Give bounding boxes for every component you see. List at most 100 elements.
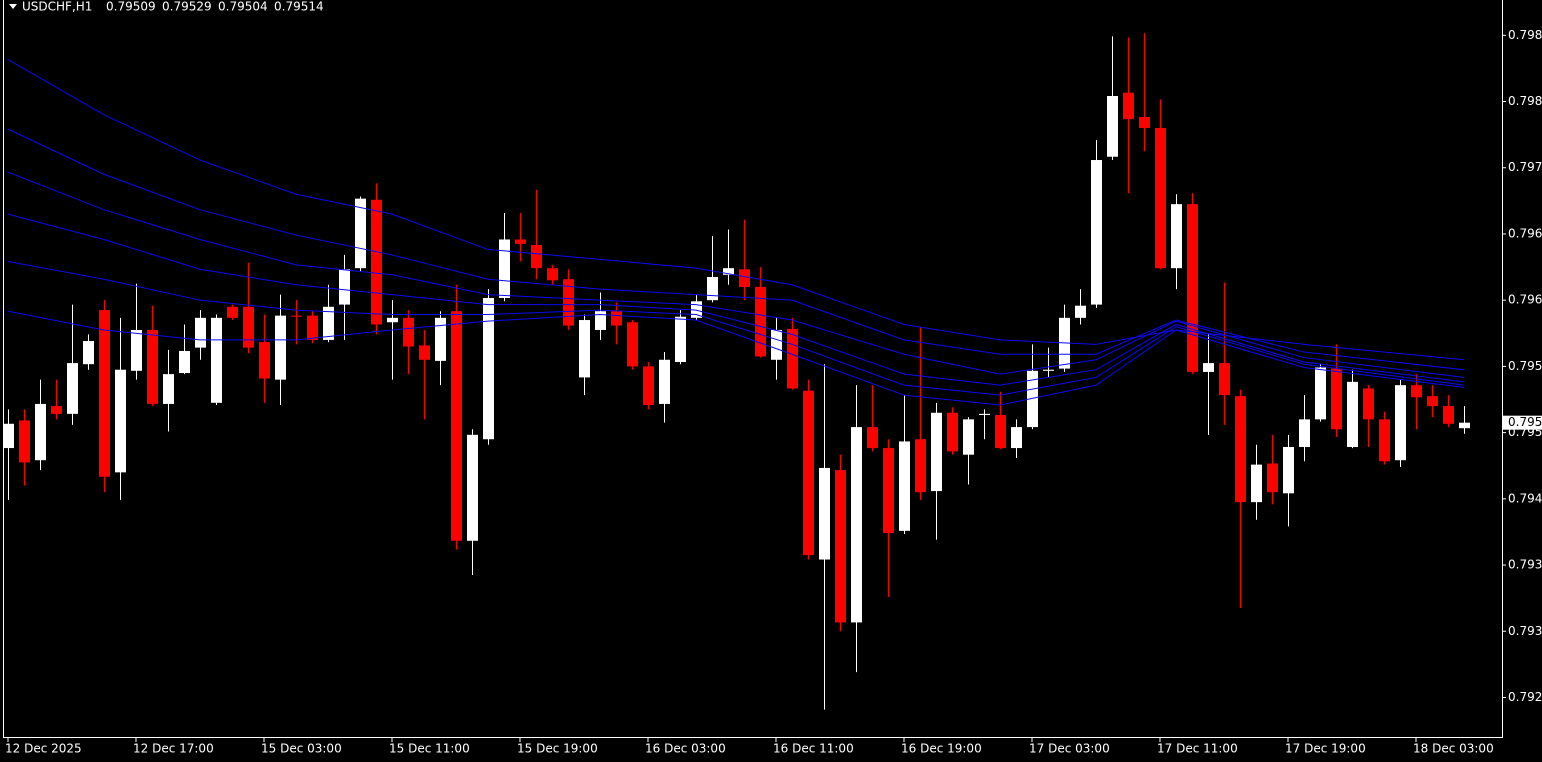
candle-body (643, 366, 654, 406)
x-tick-label: 18 Dec 03:00 (1413, 742, 1494, 756)
candle-body (1395, 385, 1406, 461)
candle-body (467, 434, 478, 541)
candle-body (691, 301, 702, 318)
x-tick-label: 17 Dec 03:00 (1029, 742, 1110, 756)
y-tick-label: 0.797 (1508, 160, 1542, 174)
menu-triangle[interactable] (9, 4, 17, 9)
candle-body (979, 413, 990, 415)
candle-body (1187, 204, 1198, 372)
candles (3, 33, 1470, 710)
header-open: 0.79509 (106, 0, 156, 14)
candle-body (595, 311, 606, 330)
candle-body (1411, 385, 1422, 398)
candle-body (515, 239, 526, 244)
candle-body (659, 359, 670, 404)
candle-body (483, 297, 494, 440)
candle-body (1283, 446, 1294, 494)
x-tick-label: 17 Dec 19:00 (1285, 742, 1366, 756)
y-tick-label: 0.794 (1508, 491, 1542, 505)
candle-body (147, 329, 158, 404)
candle-body (499, 239, 510, 298)
candle-body (387, 317, 398, 323)
header-close: 0.79514 (274, 0, 324, 14)
candle-body (819, 467, 830, 560)
moving-average-line (7, 171, 1465, 378)
candle-body (179, 350, 190, 374)
candle-body (1139, 116, 1150, 129)
candle-body (835, 470, 846, 623)
candle-body (195, 317, 206, 348)
candle-body (83, 341, 94, 365)
x-tick-label: 16 Dec 19:00 (901, 742, 982, 756)
header-high: 0.79529 (162, 0, 212, 14)
candle-body (563, 279, 574, 326)
candle-body (227, 306, 238, 318)
candle-body (579, 320, 590, 378)
candle-body (611, 311, 622, 326)
candle-body (851, 427, 862, 623)
candle-body (739, 269, 750, 287)
x-tick-label: 12 Dec 17:00 (133, 742, 214, 756)
candle-body (1315, 367, 1326, 420)
y-tick-label: 0.798 (1508, 94, 1542, 108)
candle-body (1075, 305, 1086, 318)
candle-body (627, 322, 638, 367)
candle-body (547, 268, 558, 281)
candle-body (947, 412, 958, 452)
x-tick-label: 15 Dec 03:00 (261, 742, 342, 756)
candle-body (1235, 396, 1246, 503)
candle-body (35, 403, 46, 461)
header-low: 0.79504 (218, 0, 268, 14)
candle-body (163, 374, 174, 404)
candle-body (1219, 363, 1230, 396)
candle-body (1027, 370, 1038, 428)
candle-body (995, 414, 1006, 449)
candle-body (1427, 396, 1438, 407)
candle-body (19, 420, 30, 463)
candle-body (1331, 368, 1342, 430)
candle-body (307, 315, 318, 340)
candle-body (675, 316, 686, 362)
x-tick-label: 16 Dec 11:00 (773, 742, 854, 756)
candle-body (1171, 204, 1182, 269)
moving-average-line (7, 310, 1465, 406)
candle-body (3, 423, 14, 449)
candle-body (1379, 419, 1390, 462)
moving-averages (7, 59, 1465, 406)
candle-body (803, 390, 814, 556)
candle-body (867, 427, 878, 449)
candle-body (51, 406, 62, 414)
y-tick-label: 0.796 (1508, 293, 1542, 307)
y-tick-label: 0.793 (1508, 558, 1542, 572)
y-tick-label: 0.796 (1508, 226, 1542, 240)
moving-average-line (7, 128, 1465, 371)
candle-body (243, 306, 254, 348)
candle-body (131, 329, 142, 371)
candle-body (371, 199, 382, 325)
candle-body (211, 317, 222, 403)
moving-average-line (7, 261, 1465, 396)
candle-body (1155, 128, 1166, 269)
current-price-label: 0.795 (1508, 415, 1542, 429)
x-tick-label: 16 Dec 03:00 (645, 742, 726, 756)
candle-body (67, 363, 78, 414)
candle-body (451, 311, 462, 541)
candle-body (1299, 419, 1310, 447)
y-tick-label: 0.798 (1508, 28, 1542, 42)
candle-body (771, 329, 782, 360)
x-tick-label: 17 Dec 11:00 (1157, 742, 1238, 756)
candle-body (1459, 422, 1470, 429)
candle-body (259, 342, 270, 379)
y-tick-label: 0.792 (1508, 690, 1542, 704)
candle-body (707, 277, 718, 301)
candle-body (915, 439, 926, 493)
candle-body (531, 245, 542, 269)
candle-body (899, 441, 910, 531)
moving-average-line (7, 59, 1465, 361)
candle-body (403, 317, 414, 347)
candle-body (323, 306, 334, 340)
candle-body (1363, 388, 1374, 420)
candle-body (963, 419, 974, 455)
